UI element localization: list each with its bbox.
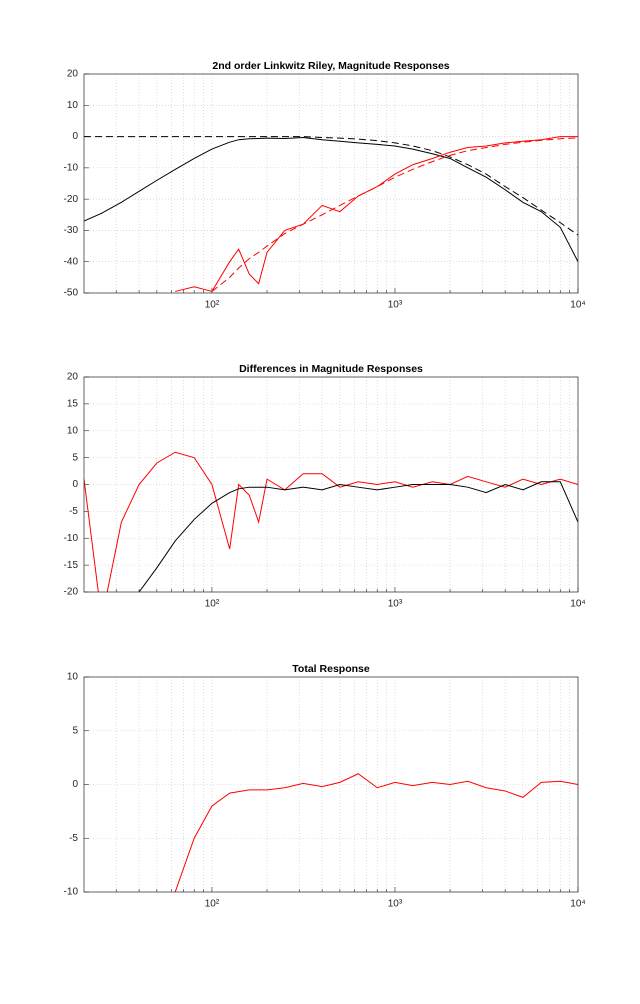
x-tick-label: 10²: [205, 599, 220, 610]
y-tick-label: 20: [67, 372, 79, 383]
x-tick-label: 10³: [388, 599, 403, 610]
x-tick-label: 10³: [388, 300, 403, 311]
x-tick-label: 10⁴: [570, 899, 585, 910]
series-line: [84, 451, 578, 592]
chart-title: Total Response: [292, 663, 370, 675]
x-tick-label: 10²: [205, 300, 220, 311]
y-tick-label: 0: [72, 131, 78, 142]
y-tick-label: 10: [67, 100, 79, 111]
x-tick-label: 10⁴: [570, 300, 585, 311]
y-tick-label: -10: [64, 533, 79, 544]
plot-area: [84, 136, 578, 293]
x-tick-label: 10⁴: [570, 599, 585, 610]
y-tick-label: -20: [64, 194, 79, 205]
plot-area: [84, 451, 578, 592]
y-tick-label: 20: [67, 69, 79, 80]
y-tick-label: -40: [64, 256, 79, 267]
axes-box: [83, 376, 579, 593]
axes-box: [83, 676, 579, 893]
series-line: [174, 773, 578, 892]
y-tick-label: 5: [72, 725, 78, 736]
y-tick-label: -5: [69, 833, 78, 844]
series-line: [211, 137, 578, 292]
y-tick-label: -30: [64, 225, 79, 236]
y-tick-label: 5: [72, 452, 78, 463]
y-tick-label: -10: [64, 887, 79, 898]
y-tick-label: -15: [64, 560, 79, 571]
plot-area: [174, 773, 578, 892]
series-line: [175, 136, 578, 293]
chart-title: Differences in Magnitude Responses: [239, 363, 423, 375]
y-tick-label: -10: [64, 162, 79, 173]
y-tick-label: 0: [72, 779, 78, 790]
chart-title: 2nd order Linkwitz Riley, Magnitude Resp…: [212, 60, 449, 72]
y-tick-label: 0: [72, 479, 78, 490]
y-tick-label: 10: [67, 672, 79, 683]
y-tick-label: 10: [67, 425, 79, 436]
x-tick-label: 10³: [388, 899, 403, 910]
axes-box: [83, 73, 579, 294]
y-tick-label: -50: [64, 288, 79, 299]
y-tick-label: 15: [67, 399, 79, 410]
x-tick-label: 10²: [205, 899, 220, 910]
series-line: [84, 136, 578, 236]
series-line: [84, 137, 578, 262]
y-tick-label: -5: [69, 506, 78, 517]
series-line: [138, 481, 578, 592]
y-tick-label: -20: [64, 587, 79, 598]
